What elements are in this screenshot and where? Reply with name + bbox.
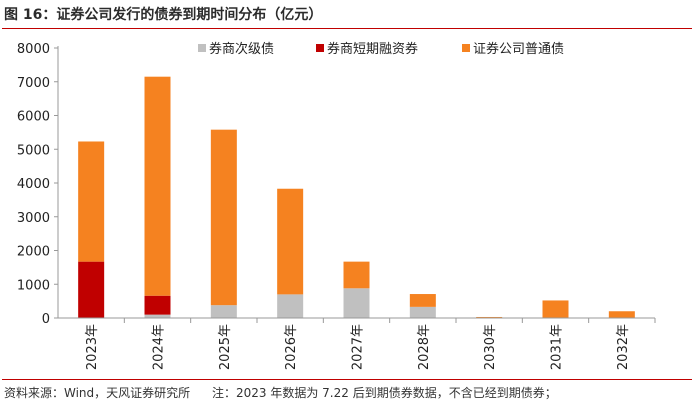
x-tick-label: 2025年 [218, 324, 233, 370]
legend-swatch [462, 44, 470, 52]
title-rule [2, 28, 692, 29]
y-tick-label: 4000 [17, 177, 50, 192]
bar-segment [144, 314, 171, 318]
x-tick-label: 2023年 [85, 324, 100, 370]
bar-segment [210, 129, 237, 306]
stacked-bar-chart: 券商次级债 券商短期融资券 证券公司普通债 0 1000 2000 3000 4000 500… [17, 41, 656, 370]
y-axis: 0 1000 2000 3000 4000 5000 6000 7000 8000 [17, 42, 59, 327]
bar-segment [210, 305, 237, 318]
legend-label: 券商短期融资券 [327, 41, 418, 57]
bar-segment [144, 295, 171, 315]
bar-segment [409, 306, 436, 318]
legend-label: 券商次级债 [209, 41, 274, 57]
bar-segment [78, 141, 105, 262]
legend-swatch [198, 44, 206, 52]
chart-title: 图 16：证券公司发行的债券到期时间分布（亿元） [4, 7, 323, 23]
bar-segment [542, 300, 569, 318]
x-tick-label: 2031年 [550, 324, 565, 370]
bar-segment [343, 288, 370, 318]
y-tick-label: 7000 [17, 76, 50, 91]
bar-segment [343, 261, 370, 289]
x-tick-label: 2027年 [351, 324, 366, 370]
y-tick-label: 3000 [17, 211, 50, 226]
x-tick-label: 2026年 [284, 324, 299, 370]
x-tick-label: 2024年 [152, 324, 167, 370]
y-tick-label: 6000 [17, 110, 50, 125]
legend: 券商次级债 券商短期融资券 证券公司普通债 [198, 41, 564, 57]
bar-segment [277, 294, 304, 318]
legend-swatch [316, 44, 324, 52]
bar-segment [409, 294, 436, 307]
x-tick-label: 2028年 [417, 324, 432, 370]
bar-segment [144, 76, 171, 296]
bar-segment [78, 261, 105, 318]
footer-rule [2, 379, 692, 380]
footer: 资料来源：Wind，天风证券研究所 注：2023 年数据为 7.22 后到期债券… [4, 384, 557, 401]
x-tick-label: 2032年 [616, 324, 631, 370]
y-tick-label: 5000 [17, 143, 50, 158]
y-tick-label: 1000 [17, 278, 50, 293]
legend-label: 证券公司普通债 [473, 41, 564, 57]
source-note: 资料来源：Wind，天风证券研究所 [4, 386, 191, 400]
bar-segment [277, 188, 304, 295]
y-tick-label: 2000 [17, 245, 50, 260]
data-note: 注：2023 年数据为 7.22 后到期债券数据，不含已经到期债券； [212, 386, 557, 400]
bar-segment [476, 316, 503, 318]
x-axis: 2023年 2024年 2025年 2026年 2027年 2028年 2030年 2031年… [58, 317, 656, 370]
bar-segment [608, 311, 635, 318]
x-tick-label: 2030年 [483, 324, 498, 370]
y-tick-label: 0 [42, 312, 50, 327]
bars [78, 76, 635, 318]
y-tick-label: 8000 [17, 42, 50, 57]
